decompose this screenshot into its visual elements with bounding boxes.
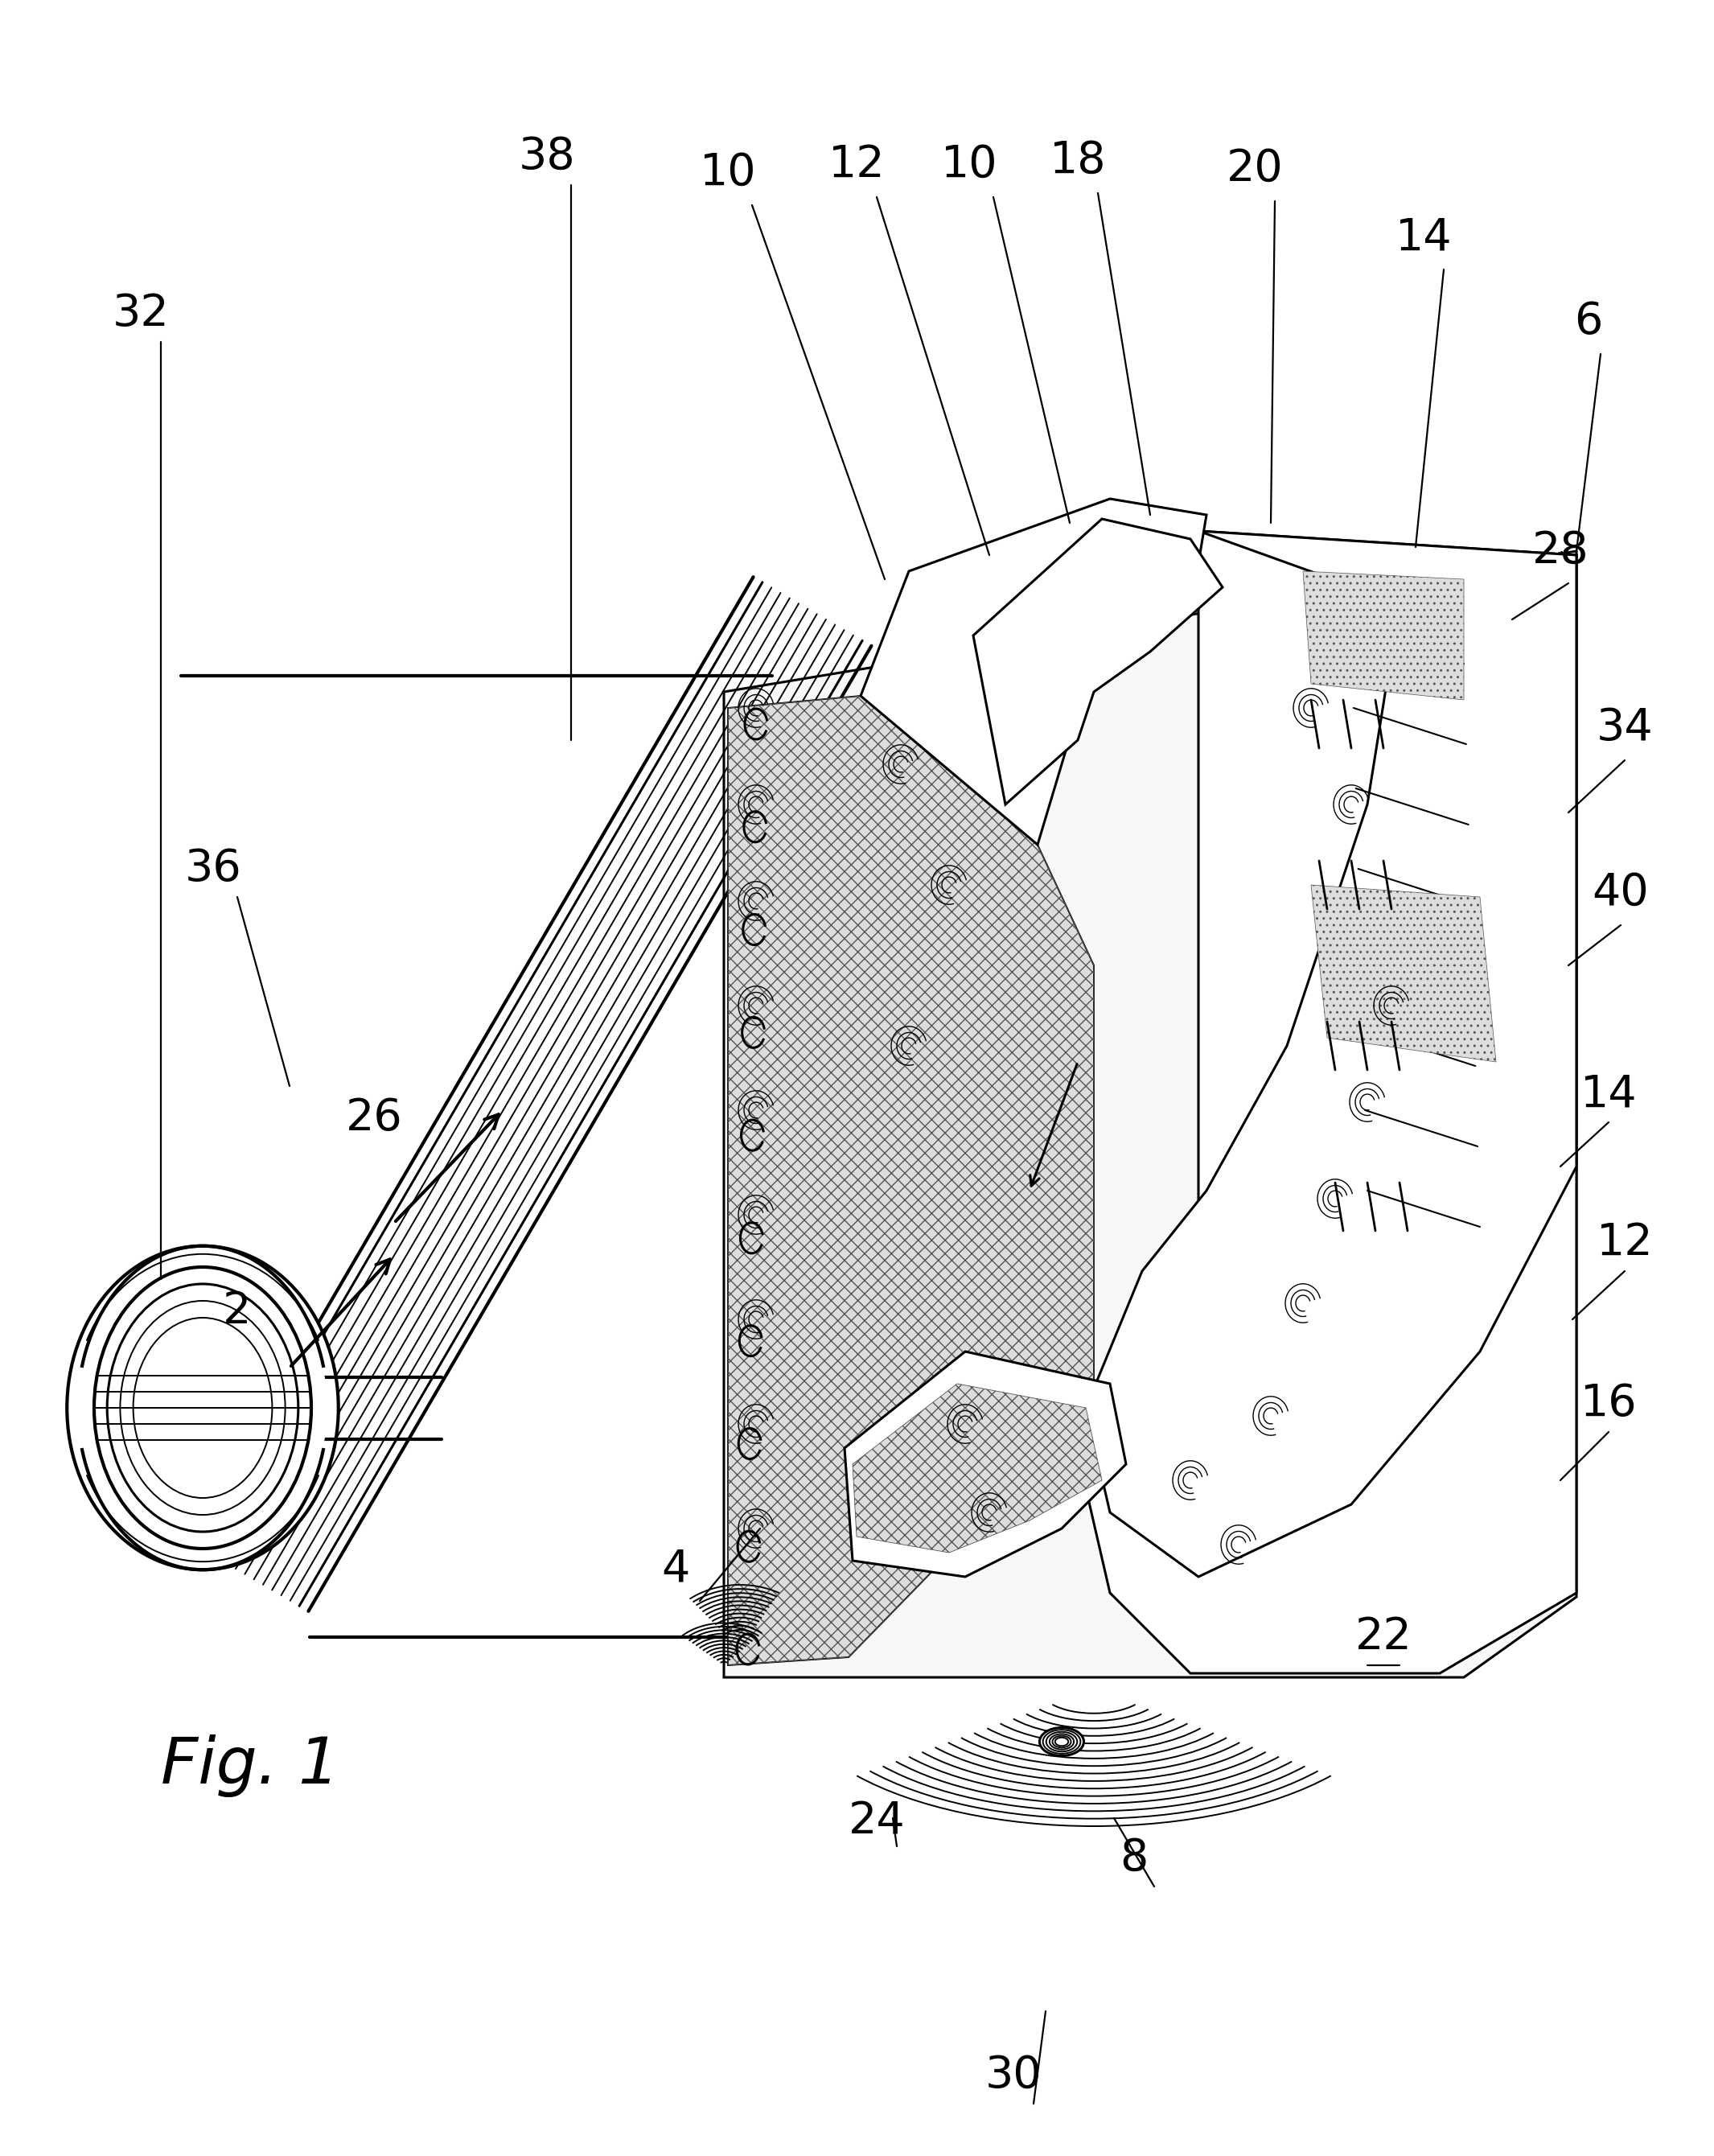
- Text: 28: 28: [1532, 530, 1589, 573]
- Text: 12: 12: [1596, 1220, 1652, 1266]
- Text: 26: 26: [346, 1097, 403, 1141]
- Ellipse shape: [1040, 1727, 1083, 1755]
- Text: 4: 4: [662, 1548, 689, 1591]
- Text: 8: 8: [1119, 1837, 1148, 1880]
- Ellipse shape: [77, 1259, 327, 1557]
- Polygon shape: [728, 696, 1094, 1664]
- Text: 32: 32: [113, 291, 170, 336]
- Ellipse shape: [108, 1285, 298, 1531]
- Text: 36: 36: [185, 847, 242, 890]
- Ellipse shape: [67, 1246, 338, 1570]
- Text: Fig. 1: Fig. 1: [161, 1733, 339, 1798]
- Text: 24: 24: [848, 1800, 905, 1843]
- Polygon shape: [845, 1352, 1126, 1576]
- Text: 40: 40: [1592, 871, 1649, 914]
- Ellipse shape: [120, 1300, 285, 1516]
- Text: 6: 6: [1573, 300, 1603, 343]
- Text: 14: 14: [1395, 216, 1452, 259]
- Text: 30: 30: [986, 2055, 1042, 2098]
- Polygon shape: [1087, 530, 1577, 1673]
- Text: 10: 10: [699, 151, 756, 194]
- Text: 20: 20: [1226, 147, 1284, 190]
- Text: 22: 22: [1356, 1615, 1412, 1658]
- Ellipse shape: [94, 1268, 312, 1548]
- Text: 18: 18: [1049, 140, 1106, 183]
- Polygon shape: [974, 520, 1222, 804]
- Polygon shape: [1303, 571, 1464, 701]
- Text: 34: 34: [1596, 707, 1654, 750]
- Text: 16: 16: [1580, 1382, 1637, 1425]
- Polygon shape: [1311, 884, 1496, 1063]
- Text: 10: 10: [941, 142, 998, 188]
- Polygon shape: [852, 1384, 1102, 1552]
- Polygon shape: [1087, 530, 1577, 1576]
- Text: 2: 2: [223, 1289, 252, 1332]
- Polygon shape: [723, 552, 1577, 1677]
- Polygon shape: [860, 498, 1207, 845]
- Text: 38: 38: [519, 136, 576, 179]
- Text: 14: 14: [1580, 1072, 1637, 1117]
- Text: 12: 12: [828, 142, 884, 188]
